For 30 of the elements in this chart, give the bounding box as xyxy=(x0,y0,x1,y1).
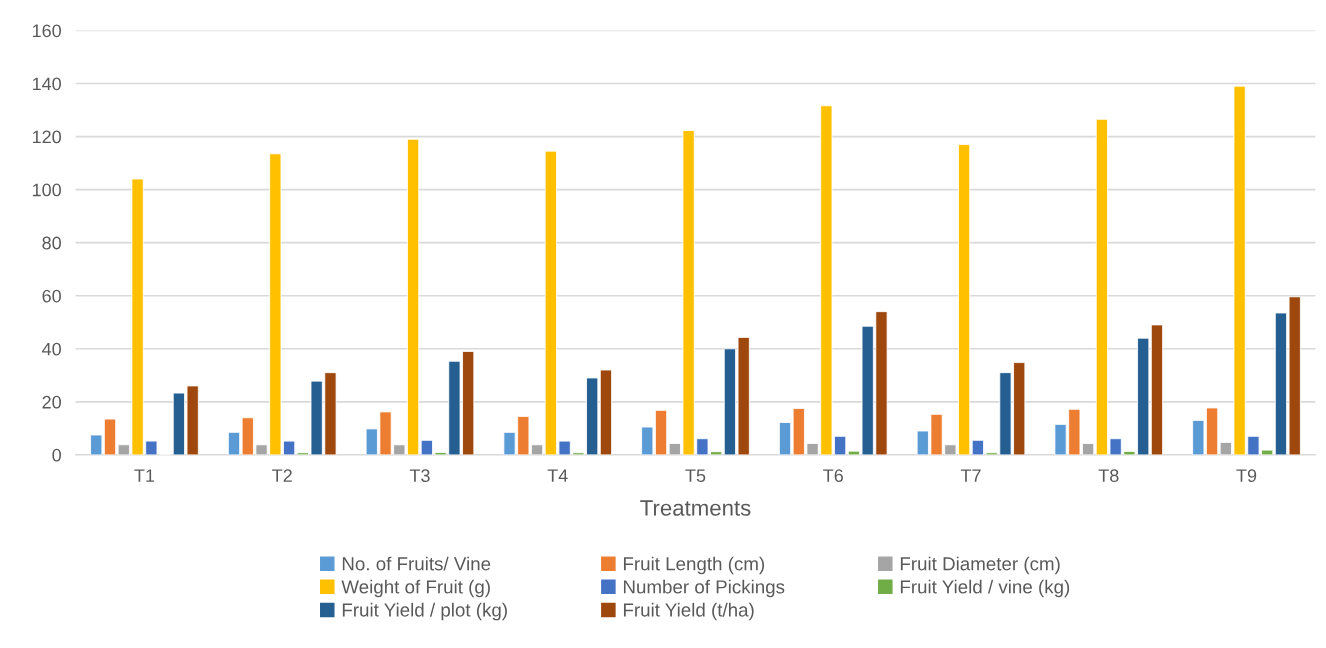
x-tick-label: T5 xyxy=(685,469,706,483)
bar xyxy=(778,422,792,455)
legend-label: Fruit Yield / vine (kg) xyxy=(900,579,1070,598)
x-axis-title: Treatments xyxy=(640,500,751,516)
x-tick-label: T4 xyxy=(547,469,568,482)
legend-label: No. of Fruits/ Vine xyxy=(342,556,491,571)
y-tick-label: 60 xyxy=(42,289,61,303)
legend-label: Fruit Yield (t/ha) xyxy=(623,602,754,621)
legend-label: Weight of Fruit (g) xyxy=(341,579,490,598)
y-tick-label: 160 xyxy=(32,24,61,38)
x-tick-label: T2 xyxy=(272,469,292,482)
y-tick-label: 0 xyxy=(52,448,61,462)
y-tick-label: 20 xyxy=(42,395,61,409)
y-tick-label: 100 xyxy=(32,183,61,197)
bar xyxy=(1150,324,1164,455)
y-tick-label: 40 xyxy=(42,342,61,356)
legend-label: Fruit Length (cm) xyxy=(623,556,765,575)
x-tick-label: T7 xyxy=(960,469,981,482)
y-tick-label: 80 xyxy=(42,236,61,250)
legend-label: Number of Pickings xyxy=(623,579,785,598)
bar xyxy=(599,369,613,455)
x-tick-label: T6 xyxy=(823,469,843,483)
legend-label: Fruit Yield / plot (kg) xyxy=(342,602,507,621)
x-tick-label: T3 xyxy=(409,469,430,483)
x-tick-label: T8 xyxy=(1098,469,1119,483)
y-tick-label: 140 xyxy=(32,77,61,91)
x-tick-label: T9 xyxy=(1236,469,1257,483)
x-tick-label: T1 xyxy=(134,469,155,482)
legend-label: Fruit Diameter (cm) xyxy=(900,556,1060,575)
y-tick-label: 120 xyxy=(32,130,61,144)
